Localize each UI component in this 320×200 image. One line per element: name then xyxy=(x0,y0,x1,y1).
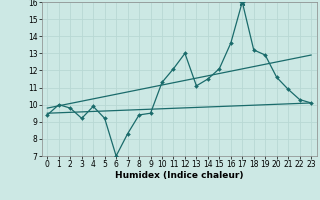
X-axis label: Humidex (Indice chaleur): Humidex (Indice chaleur) xyxy=(115,171,244,180)
